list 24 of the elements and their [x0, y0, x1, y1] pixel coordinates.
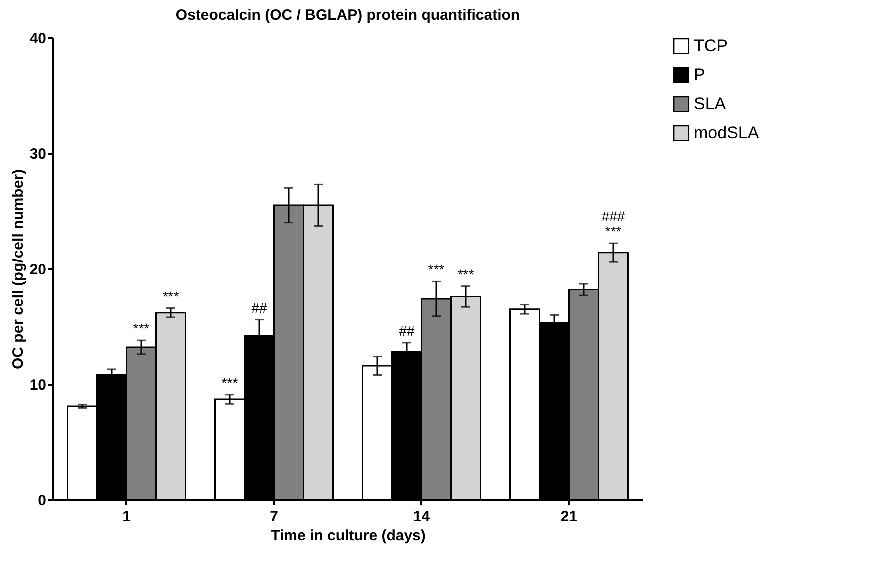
data-label: ## [399, 322, 415, 339]
x-tick-label: 7 [270, 508, 278, 526]
y-tick-label: 10 [30, 377, 46, 394]
x-axis-title: Time in culture (days) [271, 528, 426, 544]
data-label: *** [162, 288, 180, 304]
data-label: ### *** [602, 208, 626, 240]
x-tick-label: 14 [413, 508, 431, 526]
chart-title: Osteocalcin (OC / BGLAP) protein quantification [176, 7, 520, 24]
legend-label: modSLA [694, 124, 760, 142]
y-axis-title: OC per cell (pg/cell number) [10, 169, 27, 370]
legend-label: SLA [694, 94, 727, 114]
y-tick-label: 40 [30, 30, 46, 48]
data-label: *** [133, 320, 150, 337]
data-label: *** [458, 266, 475, 282]
legend-label: TCP [694, 36, 728, 56]
y-tick-label: 20 [30, 262, 46, 278]
data-label: ## [252, 300, 268, 316]
x-tick-label: 21 [560, 508, 578, 526]
data-label: *** [428, 262, 446, 278]
x-tick-label: 1 [122, 508, 131, 526]
data-label: *** [222, 374, 239, 391]
y-tick-label: 0 [38, 492, 46, 510]
legend-label: P [694, 66, 706, 84]
y-tick-label: 30 [30, 146, 46, 163]
